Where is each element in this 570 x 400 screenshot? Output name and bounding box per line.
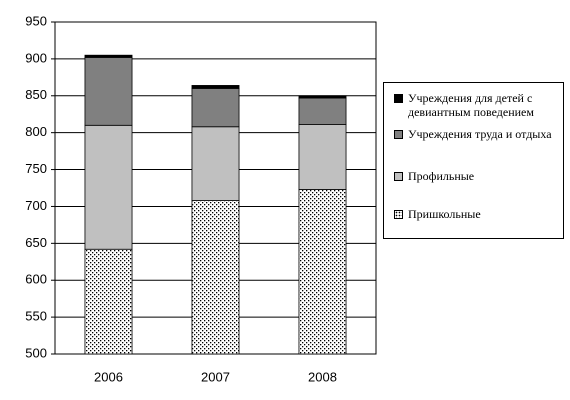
legend-label: Учреждения труда и отдыха bbox=[408, 127, 552, 141]
legend-item: Учреждения труда и отдыха bbox=[394, 127, 562, 141]
bar-segment bbox=[84, 248, 133, 355]
bar-segment bbox=[298, 97, 347, 125]
bar-segment bbox=[84, 124, 133, 250]
bar-segment bbox=[191, 126, 240, 201]
legend-item: Пришкольные bbox=[394, 207, 562, 221]
bar-segment bbox=[298, 189, 347, 355]
y-tick-label: 750 bbox=[25, 161, 47, 176]
legend-item: Профильные bbox=[394, 169, 562, 183]
y-tick-label: 700 bbox=[25, 198, 47, 213]
y-tick-label: 600 bbox=[25, 272, 47, 287]
legend-swatch bbox=[394, 172, 403, 181]
bar-segment bbox=[84, 57, 133, 126]
y-tick-label: 900 bbox=[25, 50, 47, 65]
legend-swatch bbox=[394, 130, 403, 139]
legend-label: Учреждения для детей с девиантным поведе… bbox=[408, 91, 534, 119]
bar-segment bbox=[298, 95, 347, 99]
bar-segment bbox=[191, 85, 240, 89]
legend-label: Профильные bbox=[408, 169, 475, 183]
x-tick-label: 2008 bbox=[308, 369, 337, 384]
bar-segment bbox=[298, 124, 347, 190]
bar-segment bbox=[84, 54, 133, 58]
legend-swatch bbox=[394, 94, 403, 103]
y-tick-label: 850 bbox=[25, 87, 47, 102]
bar-segment bbox=[191, 88, 240, 128]
x-tick-label: 2007 bbox=[201, 369, 230, 384]
x-tick-label: 2006 bbox=[94, 369, 123, 384]
y-tick-label: 500 bbox=[25, 345, 47, 360]
y-tick-label: 950 bbox=[25, 13, 47, 28]
y-tick-label: 650 bbox=[25, 235, 47, 250]
bar-segment bbox=[191, 200, 240, 355]
legend-label: Пришкольные bbox=[408, 207, 481, 221]
legend: Учреждения для детей с девиантным поведе… bbox=[383, 82, 564, 239]
legend-swatch bbox=[394, 210, 403, 219]
y-tick-label: 550 bbox=[25, 309, 47, 324]
legend-item: Учреждения для детей с девиантным поведе… bbox=[394, 91, 562, 119]
y-tick-label: 800 bbox=[25, 124, 47, 139]
